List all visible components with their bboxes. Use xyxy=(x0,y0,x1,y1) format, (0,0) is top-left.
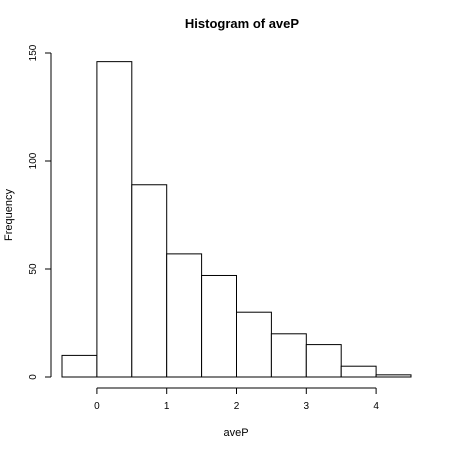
y-tick-label: 100 xyxy=(28,152,39,169)
y-axis: 0 50 100 150 xyxy=(28,44,52,380)
y-tick-label: 50 xyxy=(28,263,39,275)
histogram-bar xyxy=(375,374,412,378)
x-axis: 0 1 2 3 4 xyxy=(94,387,379,412)
x-axis-label: aveP xyxy=(223,427,248,439)
x-tick-label: 3 xyxy=(304,401,310,412)
x-tick-label: 2 xyxy=(234,401,240,412)
histogram-bar xyxy=(236,311,272,378)
histogram-bar xyxy=(96,61,133,378)
y-axis-label: Frequency xyxy=(3,189,15,241)
chart-title: Histogram of aveP xyxy=(185,16,299,31)
histogram-bar xyxy=(131,184,168,378)
x-tick-label: 0 xyxy=(94,401,100,412)
histogram-bar xyxy=(201,274,238,378)
histogram-bar xyxy=(340,365,377,378)
histogram-bar xyxy=(305,344,342,378)
histogram-bar xyxy=(61,354,98,378)
histogram-bar xyxy=(270,333,307,378)
y-tick-label: 0 xyxy=(28,374,39,380)
x-tick-label: 4 xyxy=(373,401,379,412)
x-tick-label: 1 xyxy=(164,401,170,412)
y-tick-label: 150 xyxy=(28,44,39,61)
bars-group xyxy=(61,61,412,378)
histogram-bar xyxy=(166,253,203,378)
